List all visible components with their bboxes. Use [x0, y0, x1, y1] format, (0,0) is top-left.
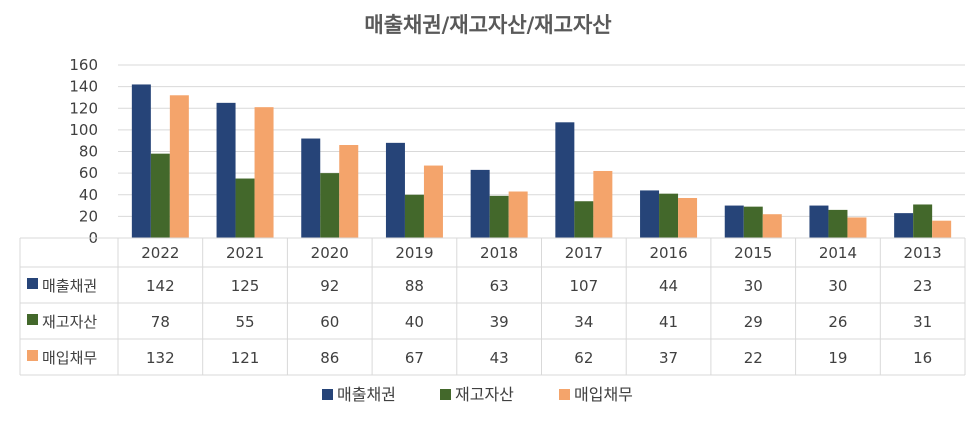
- table-cell-value: 132: [146, 349, 175, 367]
- bar-재고자산-2017: [574, 201, 594, 238]
- x-tick-label: 2021: [226, 244, 264, 262]
- bar-재고자산-2016: [659, 193, 679, 238]
- x-tick-label: 2013: [904, 244, 942, 262]
- y-tick-label: 100: [69, 121, 98, 139]
- table-cell-value: 55: [236, 313, 255, 331]
- legend-label: 매입채무: [574, 385, 633, 404]
- legend: 매출채권 재고자산 매입채무: [322, 385, 633, 404]
- bar-매출채권-2015: [724, 205, 744, 238]
- table-cell-value: 30: [828, 277, 847, 295]
- y-tick-label: 80: [79, 143, 98, 161]
- legend-label: 매출채권: [337, 385, 396, 404]
- table-cell-value: 78: [151, 313, 170, 331]
- table-cell-value: 62: [574, 349, 593, 367]
- x-tick-label: 2016: [649, 244, 687, 262]
- bar-매입채무-2018: [508, 191, 528, 238]
- bar-매출채권-2018: [470, 169, 490, 238]
- bar-매출채권-2017: [555, 122, 575, 238]
- table-cell-value: 43: [490, 349, 509, 367]
- table-legend-key: [27, 350, 38, 361]
- bar-매출채권-2019: [385, 142, 405, 238]
- bar-매입채무-2014: [847, 217, 867, 238]
- table-cell-value: 16: [913, 349, 932, 367]
- table-cell-value: 26: [828, 313, 847, 331]
- bar-재고자산-2022: [150, 153, 170, 238]
- bar-매출채권-2021: [216, 102, 236, 238]
- bar-매출채권-2020: [301, 138, 321, 238]
- table-cell-value: 60: [320, 313, 339, 331]
- table-cell-value: 92: [320, 277, 339, 295]
- table-cell-value: 19: [828, 349, 847, 367]
- y-tick-label: 40: [79, 186, 98, 204]
- table-cell-value: 22: [744, 349, 763, 367]
- bar-재고자산-2015: [743, 206, 763, 238]
- bar-매입채무-2019: [423, 165, 443, 238]
- table-cell-value: 39: [490, 313, 509, 331]
- table-cell-value: 125: [231, 277, 260, 295]
- bar-매입채무-2021: [254, 107, 274, 238]
- legend-label: 재고자산: [455, 385, 514, 404]
- table-cell-value: 88: [405, 277, 424, 295]
- bar-매입채무-2016: [678, 197, 698, 238]
- bar-매출채권-2022: [131, 84, 151, 239]
- chart-title: 매출채권/재고자산/재고자산: [364, 13, 611, 37]
- bar-매입채무-2020: [339, 145, 359, 238]
- table-cell-value: 31: [913, 313, 932, 331]
- x-tick-label: 2014: [819, 244, 857, 262]
- table-series-name: 재고자산: [42, 313, 97, 331]
- table-cell-value: 44: [659, 277, 678, 295]
- table-cell-value: 67: [405, 349, 424, 367]
- y-tick-label: 160: [69, 56, 98, 74]
- table-series-name: 매출채권: [42, 277, 97, 295]
- y-tick-label: 120: [69, 99, 98, 117]
- table-cell-value: 121: [231, 349, 260, 367]
- table-cell-value: 29: [744, 313, 763, 331]
- table-legend-key: [27, 278, 38, 289]
- bars: [131, 84, 952, 239]
- y-tick-label: 20: [79, 207, 98, 225]
- bar-재고자산-2014: [828, 209, 848, 238]
- bar-재고자산-2019: [404, 194, 424, 238]
- legend-swatch: [322, 389, 333, 400]
- bar-매입채무-2017: [593, 170, 613, 238]
- table-series-name: 매입채무: [42, 349, 97, 367]
- table-cell-value: 86: [320, 349, 339, 367]
- bar-재고자산-2018: [489, 195, 509, 238]
- bar-매출채권-2014: [809, 205, 829, 238]
- table-cell-value: 41: [659, 313, 678, 331]
- bar-매입채무-2013: [932, 220, 952, 238]
- bar-매출채권-2016: [640, 190, 660, 238]
- x-tick-label: 2020: [311, 244, 349, 262]
- table-cell-value: 40: [405, 313, 424, 331]
- table-cell-value: 34: [574, 313, 593, 331]
- x-tick-label: 2018: [480, 244, 518, 262]
- bar-매출채권-2013: [894, 213, 914, 238]
- table-cell-value: 30: [744, 277, 763, 295]
- x-tick-label: 2017: [565, 244, 603, 262]
- y-tick-label: 60: [79, 164, 98, 182]
- bar-재고자산-2020: [320, 173, 340, 238]
- table-cell-value: 63: [490, 277, 509, 295]
- table-cell-value: 142: [146, 277, 175, 295]
- bar-매입채무-2015: [762, 214, 782, 238]
- legend-swatch: [559, 389, 570, 400]
- bar-재고자산-2021: [235, 178, 255, 238]
- y-tick-label: 140: [69, 78, 98, 96]
- x-tick-label: 2015: [734, 244, 772, 262]
- table-cell-value: 107: [570, 277, 599, 295]
- legend-swatch: [440, 389, 451, 400]
- x-tick-label: 2019: [395, 244, 433, 262]
- bar-재고자산-2013: [913, 204, 933, 238]
- bar-매입채무-2022: [169, 95, 189, 239]
- data-table: 2022 2021 2020 2019 2018 2017 2016 2015 2014 2013…: [19, 237, 966, 376]
- table-legend-key: [27, 314, 38, 325]
- x-tick-label: 2022: [141, 244, 179, 262]
- table-cell-value: 37: [659, 349, 678, 367]
- table-cell-value: 23: [913, 277, 932, 295]
